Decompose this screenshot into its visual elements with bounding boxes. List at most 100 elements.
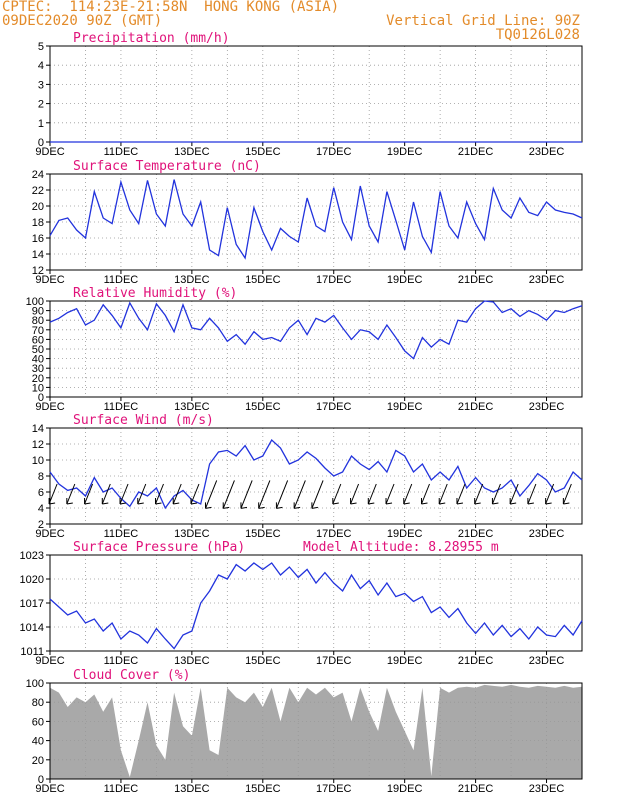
wind-xtick-label: 17DEC (316, 528, 352, 540)
wind-arrow-head (350, 498, 357, 505)
wind-ytick-label: 8 (38, 471, 44, 483)
temperature-title: Surface Temperature (nC) (73, 159, 261, 174)
wind-arrow (545, 483, 555, 505)
temperature-ytick-label: 16 (32, 233, 44, 245)
wind-xtick-label: 19DEC (387, 528, 423, 540)
wind-arrow (474, 483, 484, 505)
wind-arrow-head (420, 498, 428, 505)
cloud-cover-ytick-label: 80 (32, 697, 44, 709)
wind-xtick-label: 23DEC (529, 528, 565, 540)
precipitation-xtick-label: 15DEC (245, 146, 281, 158)
wind-arrow-head (119, 498, 127, 505)
humidity-ytick-label: 10 (32, 382, 44, 394)
humidity-frame (49, 300, 583, 398)
wind-arrow (527, 483, 537, 505)
pressure-xtick-label: 13DEC (174, 655, 210, 667)
wind-arrow (350, 483, 360, 505)
wind-arrow (119, 483, 129, 505)
temperature-xtick-label: 13DEC (174, 274, 210, 286)
wind-ytick-label: 10 (32, 455, 44, 467)
wind-arrow (205, 480, 218, 509)
wind-arrow-head (190, 498, 198, 505)
cloud-cover-frame (49, 682, 583, 780)
wind-arrow-head (275, 502, 283, 509)
precipitation-xtick-label: 9DEC (35, 146, 64, 158)
precipitation-ytick-label: 4 (38, 60, 44, 72)
pressure-ytick-label: 1020 (20, 574, 44, 586)
pressure-ytick-label: 1023 (20, 550, 44, 562)
pressure-xtick-label: 9DEC (35, 655, 64, 667)
temperature-ytick-label: 22 (32, 185, 44, 197)
wind-xtick-label: 21DEC (458, 528, 494, 540)
wind-arrow-head (474, 498, 481, 505)
humidity-title: Relative Humidity (%) (73, 286, 237, 301)
header-model: TQ0126L028 (495, 27, 580, 43)
wind-arrow-head (84, 498, 91, 505)
pressure-ytick-label: 1017 (20, 598, 44, 610)
precipitation-xtick-label: 21DEC (458, 146, 494, 158)
cloud-cover-xtick-label: 15DEC (245, 783, 281, 795)
humidity-ytick-label: 50 (32, 344, 44, 356)
cloud-cover-ytick-label: 40 (32, 736, 44, 748)
temperature-ytick-label: 24 (32, 169, 44, 181)
precipitation-ytick-label: 2 (38, 99, 44, 111)
cloud-cover-xtick-label: 9DEC (35, 783, 64, 795)
wind-arrow (137, 483, 147, 505)
temperature-xtick-label: 23DEC (529, 274, 565, 286)
cloud-cover-ytick-label: 60 (32, 716, 44, 728)
wind-arrow (438, 483, 448, 505)
cloud-cover-xtick-label: 17DEC (316, 783, 352, 795)
wind-arrow (562, 483, 572, 505)
wind-arrow-head (154, 498, 162, 505)
wind-arrow-head (293, 502, 301, 509)
temperature-ytick-label: 20 (32, 201, 44, 213)
wind-line (49, 438, 583, 510)
temperature-ytick-label: 14 (32, 249, 44, 261)
cloud-cover-ytick-label: 0 (38, 774, 44, 786)
wind-arrow (84, 483, 94, 505)
humidity-ytick-label: 60 (32, 334, 44, 346)
precipitation-ytick-label: 3 (38, 79, 44, 91)
wind-arrow (332, 483, 342, 505)
cloud-cover-area (50, 684, 582, 779)
wind-arrow-head (527, 498, 534, 505)
wind-arrow (509, 483, 519, 505)
wind-xtick-label: 15DEC (245, 528, 281, 540)
temperature-xtick-label: 9DEC (35, 274, 64, 286)
wind-arrow-head (311, 502, 318, 509)
wind-arrow-head (48, 498, 56, 505)
precipitation-frame (49, 45, 583, 143)
humidity-xtick-label: 15DEC (245, 401, 281, 413)
precipitation-ytick-label: 5 (38, 41, 44, 53)
pressure-ytick-label: 1011 (20, 646, 44, 658)
wind-arrow-head (172, 498, 180, 505)
wind-arrow-head (101, 498, 109, 505)
temperature-xtick-label: 11DEC (104, 274, 139, 286)
wind-arrow-head (509, 498, 517, 505)
temperature-xtick-label: 19DEC (387, 274, 423, 286)
precipitation-xtick-label: 19DEC (387, 146, 423, 158)
pressure-xtick-label: 15DEC (245, 655, 281, 667)
wind-arrow (240, 480, 253, 509)
humidity-xtick-label: 19DEC (387, 401, 423, 413)
header-grid-line: Vertical Grid Line: 90Z (386, 13, 580, 29)
temperature-ytick-label: 18 (32, 217, 44, 229)
wind-arrow (101, 483, 111, 505)
wind-arrow-head (545, 498, 552, 505)
wind-arrow-head (491, 498, 499, 505)
wind-ytick-label: 6 (38, 487, 44, 499)
wind-ytick-label: 2 (38, 519, 44, 531)
humidity-line (49, 300, 583, 360)
wind-arrow-head (137, 498, 144, 505)
temperature-line (49, 179, 583, 260)
cloud-cover-xtick-label: 21DEC (458, 783, 494, 795)
wind-arrow (385, 483, 395, 505)
wind-ytick-label: 12 (32, 439, 44, 451)
humidity-xtick-label: 11DEC (104, 401, 139, 413)
humidity-ytick-label: 20 (32, 373, 44, 385)
wind-ytick-label: 14 (32, 423, 44, 435)
humidity-ytick-label: 80 (32, 315, 44, 327)
wind-xtick-label: 9DEC (35, 528, 64, 540)
cloud-cover-title: Cloud Cover (%) (73, 668, 190, 683)
